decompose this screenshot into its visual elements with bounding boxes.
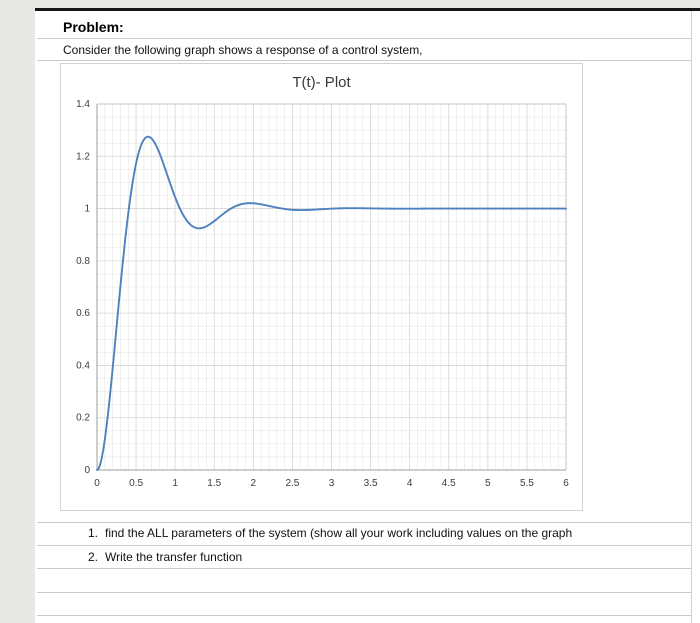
- x-tick-label: 2: [251, 478, 257, 489]
- x-tick-label: 4: [407, 478, 413, 489]
- x-tick-label: 1: [172, 478, 178, 489]
- ruled-line: [37, 545, 691, 546]
- y-tick-label: 0.6: [76, 308, 90, 319]
- y-tick-label: 1.4: [76, 99, 90, 110]
- question-number: 1.: [88, 526, 99, 540]
- x-tick-label: 4.5: [442, 478, 456, 489]
- ruled-line: [37, 522, 691, 523]
- ruled-line: [37, 615, 691, 616]
- x-tick-label: 2.5: [285, 478, 299, 489]
- x-tick-label: 3.5: [364, 478, 378, 489]
- x-tick-label: 0: [94, 478, 100, 489]
- page-right-edge: [691, 11, 692, 623]
- x-tick-label: 5.5: [520, 478, 534, 489]
- y-tick-label: 0: [84, 465, 90, 476]
- y-tick-label: 1: [84, 204, 90, 215]
- question-item: 2. Write the transfer function: [88, 550, 242, 564]
- y-tick-label: 0.8: [76, 256, 90, 267]
- ruled-line: [37, 568, 691, 569]
- y-tick-label: 0.4: [76, 360, 90, 371]
- chart-title: T(t)- Plot: [292, 74, 351, 91]
- chart-container: T(t)- Plot 0 0.2 0.4 0.6 0.8 1 1.2 1.4 0 0.5 1 1.5 2…: [60, 63, 583, 511]
- question-item: 1. find the ALL parameters of the system…: [88, 526, 572, 540]
- question-text: find the ALL parameters of the system (s…: [105, 526, 573, 540]
- x-tick-label: 5: [485, 478, 491, 489]
- x-tick-label: 6: [563, 478, 569, 489]
- y-tick-label: 0.2: [76, 413, 90, 424]
- x-tick-label: 1.5: [207, 478, 221, 489]
- x-tick-label: 0.5: [129, 478, 143, 489]
- ruled-line: [37, 38, 691, 39]
- problem-intro-text: Consider the following graph shows a res…: [63, 43, 423, 57]
- question-text: Write the transfer function: [105, 550, 243, 564]
- response-curve: [96, 135, 567, 471]
- x-tick-label: 3: [329, 478, 335, 489]
- document-page: Problem: Consider the following graph sh…: [35, 8, 700, 623]
- y-tick-label: 1.2: [76, 151, 90, 162]
- response-plot: 0 0.2 0.4 0.6 0.8 1 1.2 1.4 0 0.5 1 1.5 2 2.5 3 3.5 4 4.5…: [76, 99, 569, 489]
- ruled-line: [37, 60, 691, 61]
- ruled-line: [37, 592, 691, 593]
- question-number: 2.: [88, 550, 99, 564]
- problem-heading: Problem:: [63, 19, 124, 35]
